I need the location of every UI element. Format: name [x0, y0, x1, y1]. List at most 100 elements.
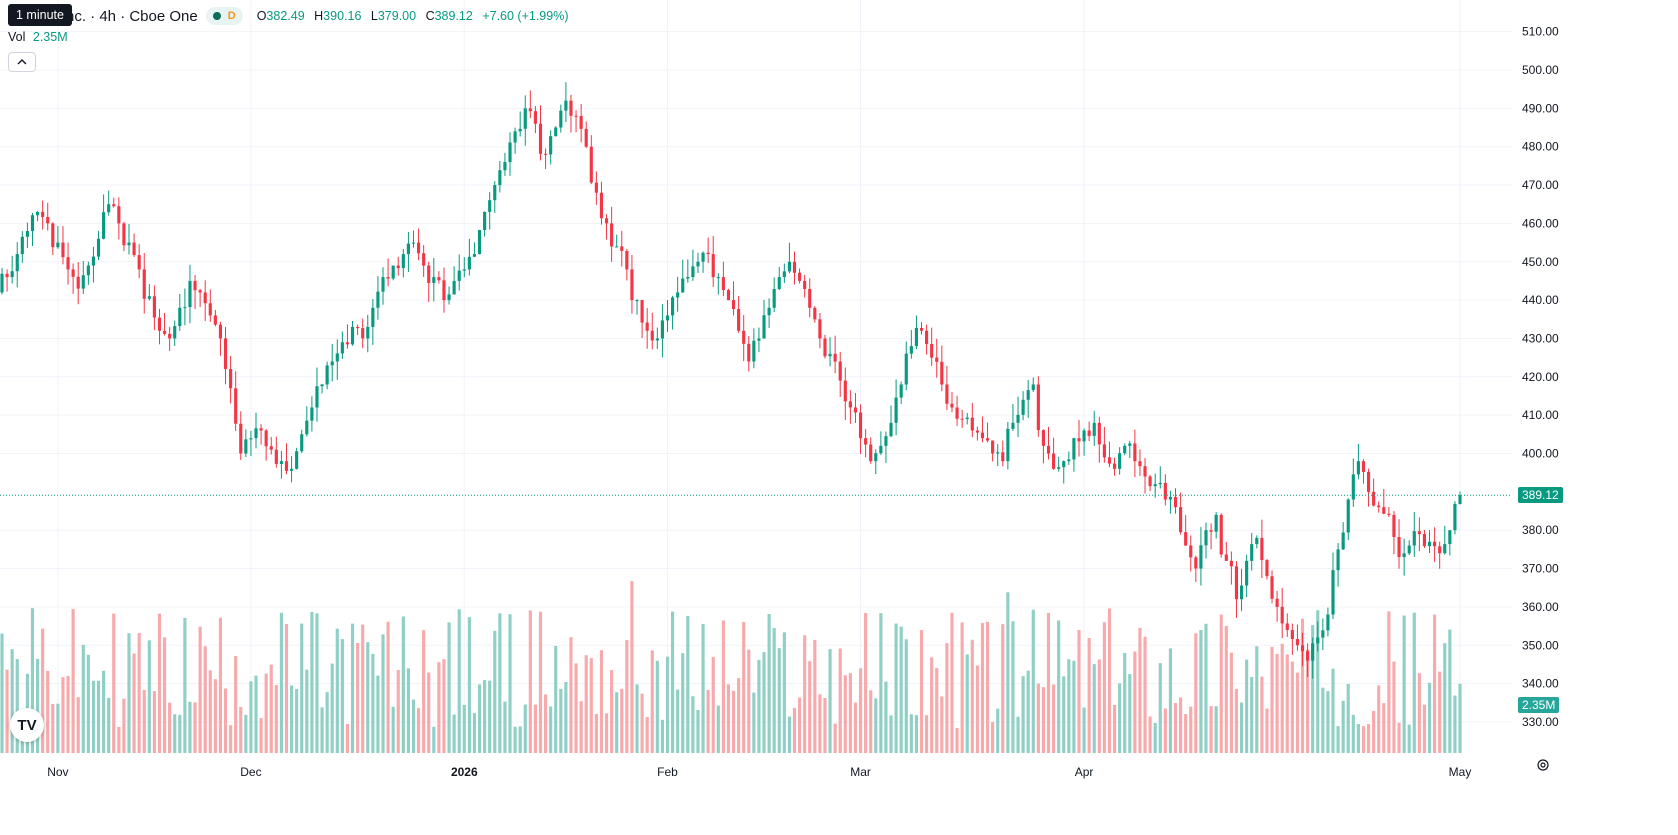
- candle-body: [798, 272, 802, 281]
- candle: [787, 242, 791, 274]
- volume-bar: [279, 612, 283, 753]
- volume-bar: [818, 694, 822, 753]
- tradingview-logo[interactable]: TV: [10, 708, 44, 742]
- price-axis[interactable]: 510.00 500.00 490.00 480.00 470.00 460.00 450.…: [1522, 25, 1559, 729]
- volume-bar: [1336, 726, 1340, 753]
- candle-body: [305, 420, 309, 435]
- candle-body: [549, 136, 553, 155]
- candle-body: [853, 407, 858, 413]
- volume-bar: [925, 715, 929, 753]
- candle: [559, 104, 563, 133]
- volume-bar: [584, 655, 588, 753]
- volume-bar: [1112, 704, 1117, 753]
- candle: [1300, 632, 1305, 667]
- candle: [447, 286, 451, 305]
- candle: [533, 106, 537, 134]
- candle: [422, 245, 426, 277]
- candle: [1036, 376, 1040, 437]
- candle-body: [218, 324, 223, 339]
- candle-body: [925, 330, 929, 345]
- candle-body: [1397, 536, 1401, 558]
- gear-icon[interactable]: [1534, 756, 1552, 774]
- collapse-legend-button[interactable]: [8, 52, 36, 72]
- price-tick-label: 340.00: [1522, 677, 1559, 691]
- volume-bar: [295, 688, 299, 753]
- volume-bar: [660, 719, 664, 753]
- candle-body: [610, 223, 614, 247]
- volume-bar: [1270, 646, 1274, 753]
- candle-body: [1077, 438, 1081, 442]
- candle-body: [706, 252, 710, 255]
- candle: [1163, 474, 1167, 506]
- candle-body: [1245, 560, 1249, 586]
- volume-bar: [1163, 708, 1167, 753]
- candle-body: [584, 128, 588, 147]
- candle-body: [117, 206, 121, 224]
- volume-bar: [488, 680, 492, 753]
- candle: [569, 94, 573, 133]
- candle-body: [579, 116, 583, 129]
- candle-body: [1311, 643, 1315, 661]
- candle: [1295, 624, 1300, 651]
- candle: [35, 211, 40, 222]
- candle: [320, 383, 324, 394]
- time-axis[interactable]: Nov Dec 2026 Feb Mar Apr May: [47, 765, 1471, 779]
- candle-body: [295, 451, 299, 469]
- candle: [1366, 468, 1371, 507]
- candle-body: [391, 265, 395, 279]
- candle-body: [376, 291, 380, 308]
- candle: [66, 242, 70, 285]
- candle: [1168, 490, 1173, 514]
- candle: [1021, 391, 1025, 421]
- candle: [610, 206, 614, 262]
- time-tick-label: Dec: [240, 765, 261, 779]
- candle-body: [1402, 553, 1406, 558]
- high-value: 390.16: [323, 9, 362, 23]
- volume-bar: [1306, 649, 1310, 753]
- candle-body: [1448, 530, 1452, 545]
- volume-bar: [203, 646, 207, 753]
- candle: [894, 379, 898, 436]
- candle-body: [523, 108, 527, 129]
- candle: [396, 256, 400, 276]
- volume-bar: [1214, 706, 1218, 753]
- candle-body: [122, 223, 126, 246]
- volume-bar: [960, 622, 964, 753]
- candle-body: [980, 432, 985, 439]
- volume-bar: [554, 645, 558, 753]
- candle: [889, 405, 893, 438]
- candle-body: [955, 407, 959, 419]
- candle-body: [1153, 484, 1157, 487]
- volume-bar: [137, 633, 141, 753]
- volume-bar: [640, 693, 644, 753]
- candle-body: [1062, 461, 1066, 468]
- symbol-title[interactable]: nc. · 4h · Cboe One: [66, 7, 198, 25]
- candle: [223, 326, 228, 385]
- volume-label: Vol: [8, 30, 26, 44]
- volume-bar: [152, 691, 156, 753]
- status-pill[interactable]: D: [205, 7, 243, 25]
- candle: [1392, 511, 1396, 555]
- candle-body: [157, 317, 162, 331]
- candle: [731, 281, 736, 316]
- candle-body: [5, 273, 9, 278]
- candle-body: [1179, 507, 1183, 533]
- candle-body: [838, 361, 842, 381]
- candle-body: [381, 277, 385, 292]
- volume-bar: [1026, 670, 1030, 753]
- candle: [1417, 517, 1421, 552]
- volume-bar: [229, 725, 233, 753]
- candle-body: [1016, 414, 1020, 423]
- candle-body: [1346, 499, 1350, 533]
- volume-bar: [564, 682, 568, 753]
- candle-body: [330, 361, 334, 366]
- candle: [1046, 426, 1051, 460]
- candle-body: [864, 438, 868, 445]
- candle-body: [1052, 453, 1056, 469]
- candle: [284, 443, 289, 475]
- candle-body: [1453, 503, 1457, 531]
- candle: [528, 90, 532, 119]
- volume-bar: [711, 657, 715, 753]
- candle: [1097, 416, 1101, 463]
